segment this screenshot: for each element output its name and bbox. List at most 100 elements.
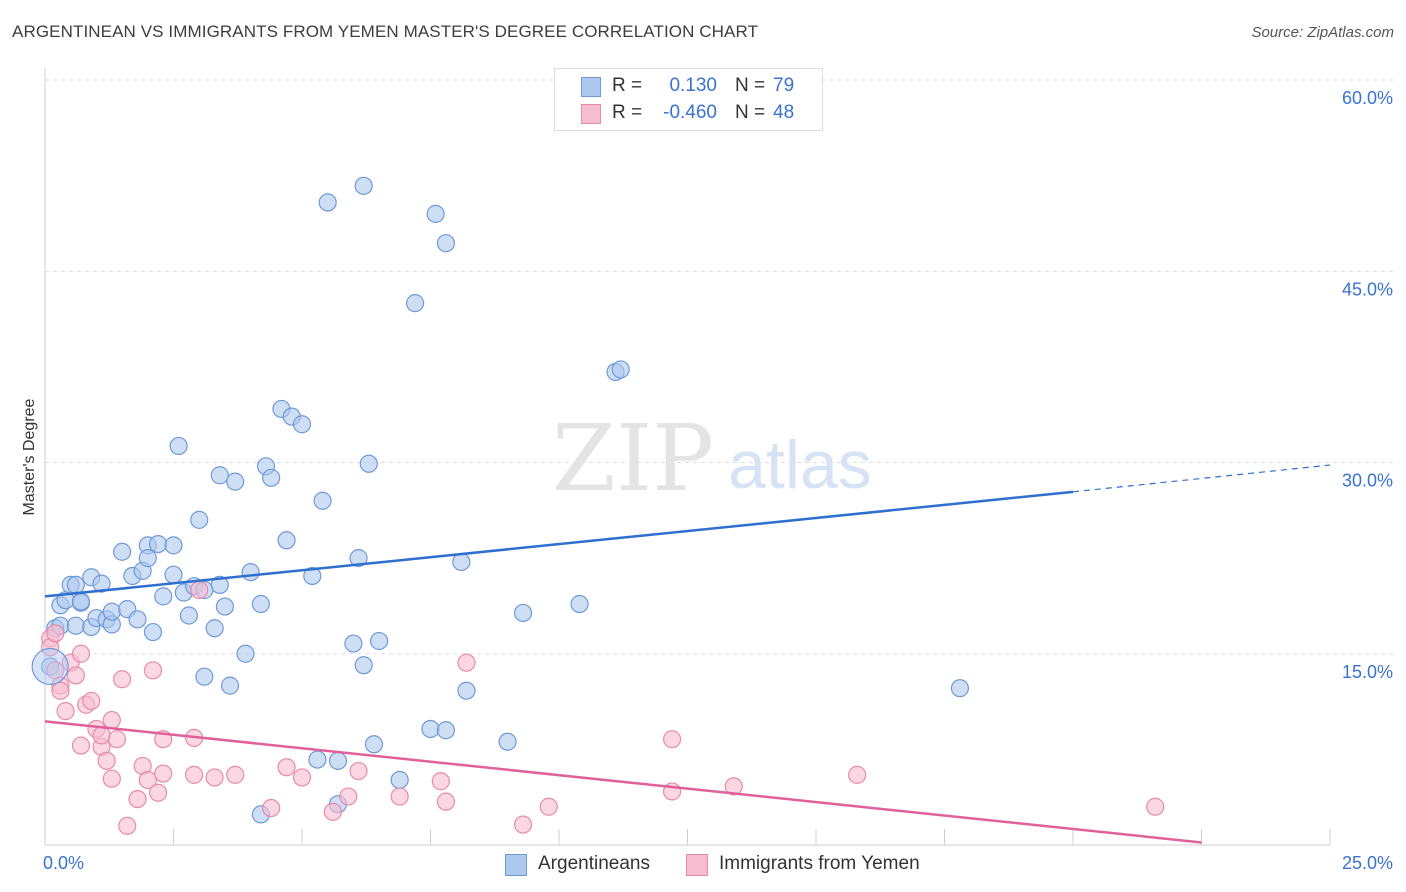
n-label: N = xyxy=(735,102,766,123)
data-point-argentineans xyxy=(220,676,240,695)
data-point-yemen xyxy=(190,580,209,600)
data-point-argentineans xyxy=(251,594,270,614)
data-point-yemen xyxy=(539,797,558,816)
data-point-argentineans xyxy=(71,592,91,611)
data-point-yemen xyxy=(431,772,450,791)
data-point-yemen xyxy=(46,624,65,643)
n-value: 79 xyxy=(773,75,795,96)
data-point-yemen xyxy=(848,765,867,784)
data-point-yemen xyxy=(457,653,476,672)
data-point-yemen xyxy=(143,661,163,680)
data-point-argentineans xyxy=(457,681,476,700)
data-point-yemen xyxy=(92,726,111,745)
data-point-argentineans xyxy=(950,679,970,698)
data-point-argentineans xyxy=(303,566,322,586)
data-point-yemen xyxy=(436,792,456,811)
data-point-yemen xyxy=(226,765,245,784)
data-point-yemen xyxy=(102,769,121,788)
watermark-atlas: atlas xyxy=(728,427,872,503)
y-axis-label: Master's Degree xyxy=(21,398,38,515)
r-label: R = xyxy=(612,102,643,123)
tick-labels: 15.0% 30.0% 45.0% 60.0% 0.0% 25.0% xyxy=(43,88,1393,873)
data-point-argentineans xyxy=(210,466,229,485)
data-point-argentineans xyxy=(92,574,111,593)
data-point-argentineans xyxy=(236,644,255,663)
data-point-yemen xyxy=(662,730,682,749)
trend-line-yemen xyxy=(44,720,1202,844)
legend-label: Argentineans xyxy=(538,853,650,874)
data-point-yemen xyxy=(71,644,91,663)
stats-legend: R = 0.130 N = 79 R = -0.460 N = 48 xyxy=(554,68,823,131)
axes xyxy=(44,68,1331,846)
data-point-argentineans xyxy=(313,491,332,510)
trend-line-argentineans xyxy=(44,490,1074,598)
data-point-argentineans xyxy=(262,468,281,487)
data-point-yemen xyxy=(102,710,121,730)
data-point-yemen xyxy=(82,691,101,711)
data-point-yemen xyxy=(513,815,533,834)
r-value: 0.130 xyxy=(669,75,717,96)
data-point-yemen xyxy=(390,787,409,806)
data-point-yemen xyxy=(71,736,91,755)
data-point-argentineans xyxy=(349,549,368,568)
y-tick-label: 45.0% xyxy=(1342,279,1393,299)
data-point-yemen xyxy=(292,768,312,787)
data-point-argentineans xyxy=(241,563,260,582)
data-point-argentineans xyxy=(364,735,384,754)
data-point-yemen xyxy=(107,730,127,749)
data-point-argentineans xyxy=(370,631,389,651)
stats-row-yemen: R = -0.460 N = 48 xyxy=(555,100,822,126)
data-point-argentineans xyxy=(452,552,471,572)
data-point-yemen xyxy=(154,764,173,783)
source-label: Source: ZipAtlas.com xyxy=(1251,24,1394,41)
blue-swatch xyxy=(581,77,601,97)
pink-swatch xyxy=(686,854,708,876)
data-point-argentineans xyxy=(102,602,121,621)
data-point-argentineans xyxy=(205,619,224,638)
data-point-yemen xyxy=(323,802,342,821)
x-tick-label: 25.0% xyxy=(1342,853,1393,873)
data-point-argentineans xyxy=(66,616,85,635)
data-point-argentineans xyxy=(344,634,363,653)
data-point-yemen xyxy=(128,789,147,809)
data-point-argentineans xyxy=(128,610,147,629)
data-point-argentineans xyxy=(308,750,327,769)
data-point-yemen xyxy=(277,758,296,777)
data-point-argentineans xyxy=(354,656,373,675)
data-points xyxy=(31,176,1165,835)
data-point-yemen xyxy=(66,666,85,685)
data-point-argentineans xyxy=(421,719,440,739)
r-value: -0.460 xyxy=(663,102,717,123)
data-cluster-argentineans xyxy=(31,647,69,686)
data-point-argentineans xyxy=(354,176,373,195)
x-tick-label: 0.0% xyxy=(43,853,84,873)
watermark: ZIP atlas xyxy=(552,405,872,512)
data-point-argentineans xyxy=(277,531,296,550)
data-point-argentineans xyxy=(112,542,132,561)
data-point-argentineans xyxy=(164,565,183,584)
data-point-argentineans xyxy=(405,294,425,313)
stats-row-argentineans: R = 0.130 N = 79 xyxy=(555,73,822,99)
data-point-yemen xyxy=(148,783,168,802)
data-point-argentineans xyxy=(513,603,533,623)
data-point-argentineans xyxy=(226,472,245,491)
data-point-yemen xyxy=(56,702,75,721)
n-value: 48 xyxy=(773,102,795,123)
data-point-argentineans xyxy=(138,549,157,568)
legend-label: Immigrants from Yemen xyxy=(719,853,920,874)
n-label: N = xyxy=(735,75,766,96)
data-point-argentineans xyxy=(611,360,630,379)
data-point-argentineans xyxy=(498,732,517,751)
data-point-argentineans xyxy=(66,575,85,595)
data-point-yemen xyxy=(1146,797,1165,816)
data-point-argentineans xyxy=(292,415,312,434)
data-point-yemen xyxy=(339,787,358,806)
y-tick-label: 15.0% xyxy=(1342,662,1393,682)
data-point-argentineans xyxy=(148,534,168,554)
data-point-yemen xyxy=(262,798,281,818)
data-point-argentineans xyxy=(390,770,409,790)
data-point-argentineans xyxy=(359,454,378,473)
data-point-argentineans xyxy=(164,536,183,555)
data-point-yemen xyxy=(138,770,157,790)
